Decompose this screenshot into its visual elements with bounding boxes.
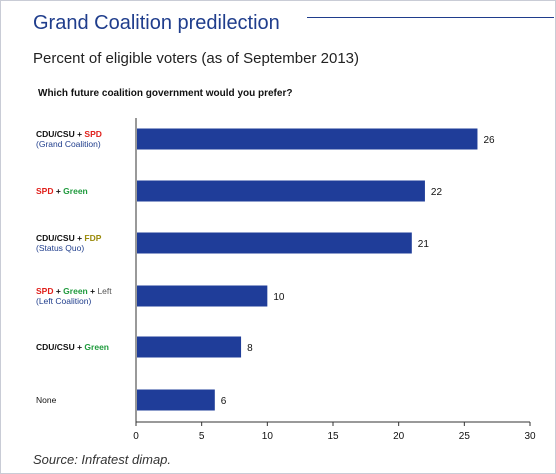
category-label-part: + <box>74 129 85 139</box>
bar <box>137 389 215 411</box>
category-label-part: FDP <box>84 233 102 243</box>
category-label-part: + <box>87 286 98 296</box>
category-label-part: + <box>74 233 85 243</box>
bar <box>137 285 268 307</box>
category-label: CDU/CSU + SPD (Grand Coalition) <box>36 129 102 149</box>
bar-value-label: 21 <box>418 239 430 250</box>
category-label-part: + <box>53 286 64 296</box>
category-label: SPD + Green <box>36 186 88 196</box>
bar <box>137 336 242 358</box>
category-label-part: None <box>36 395 57 405</box>
category-label-main: CDU/CSU + Green <box>36 342 109 352</box>
category-label-main: SPD + Green <box>36 186 88 196</box>
category-label-part: CDU/CSU <box>36 233 75 243</box>
category-label-sub: (Status Quo) <box>36 243 85 253</box>
x-tick-label: 15 <box>327 431 339 442</box>
category-label-part: SPD <box>84 129 102 139</box>
category-label-part: SPD <box>36 286 54 296</box>
category-label-part: SPD <box>36 186 54 196</box>
x-tick-label: 20 <box>393 431 405 442</box>
category-label-main: CDU/CSU + SPD <box>36 129 102 139</box>
bar-value-label: 22 <box>431 187 443 198</box>
source-note: Source: Infratest dimap. <box>33 452 172 467</box>
bar-value-label: 10 <box>273 292 285 303</box>
category-label-main: CDU/CSU + FDP <box>36 233 101 243</box>
category-label-main: SPD + Green + Left <box>36 286 112 296</box>
category-label-part: Green <box>63 186 88 196</box>
bar <box>137 128 478 150</box>
x-tick-label: 30 <box>524 431 536 442</box>
chart-subtitle: Percent of eligible voters (as of Septem… <box>33 50 360 67</box>
category-label-part: + <box>53 186 64 196</box>
category-label: None <box>36 395 56 405</box>
bar-value-label: 26 <box>483 135 495 146</box>
bar <box>137 180 425 202</box>
category-label-main: None <box>36 395 56 405</box>
category-label-part: Green <box>63 286 88 296</box>
bar-value-label: 6 <box>221 396 227 407</box>
category-label-part: + <box>74 342 85 352</box>
bar <box>137 232 412 254</box>
bar-value-label: 8 <box>247 343 253 354</box>
category-label-part: CDU/CSU <box>36 129 75 139</box>
survey-question: Which future coalition government would … <box>38 88 293 99</box>
category-label: CDU/CSU + FDP (Status Quo) <box>36 233 101 253</box>
category-label: CDU/CSU + Green <box>36 342 109 352</box>
category-label-part: Left <box>97 286 112 296</box>
x-tick-label: 5 <box>199 431 205 442</box>
category-label-sub: (Grand Coalition) <box>36 139 101 149</box>
category-label-part: CDU/CSU <box>36 342 75 352</box>
category-label-sub: (Left Coalition) <box>36 296 92 306</box>
x-tick-label: 25 <box>459 431 471 442</box>
x-tick-label: 10 <box>262 431 274 442</box>
title-rule <box>307 17 554 18</box>
x-tick-label: 0 <box>133 431 139 442</box>
chart-title: Grand Coalition predilection <box>33 12 280 34</box>
category-label-part: Green <box>84 342 109 352</box>
category-label: SPD + Green + Left (Left Coalition) <box>36 286 112 306</box>
